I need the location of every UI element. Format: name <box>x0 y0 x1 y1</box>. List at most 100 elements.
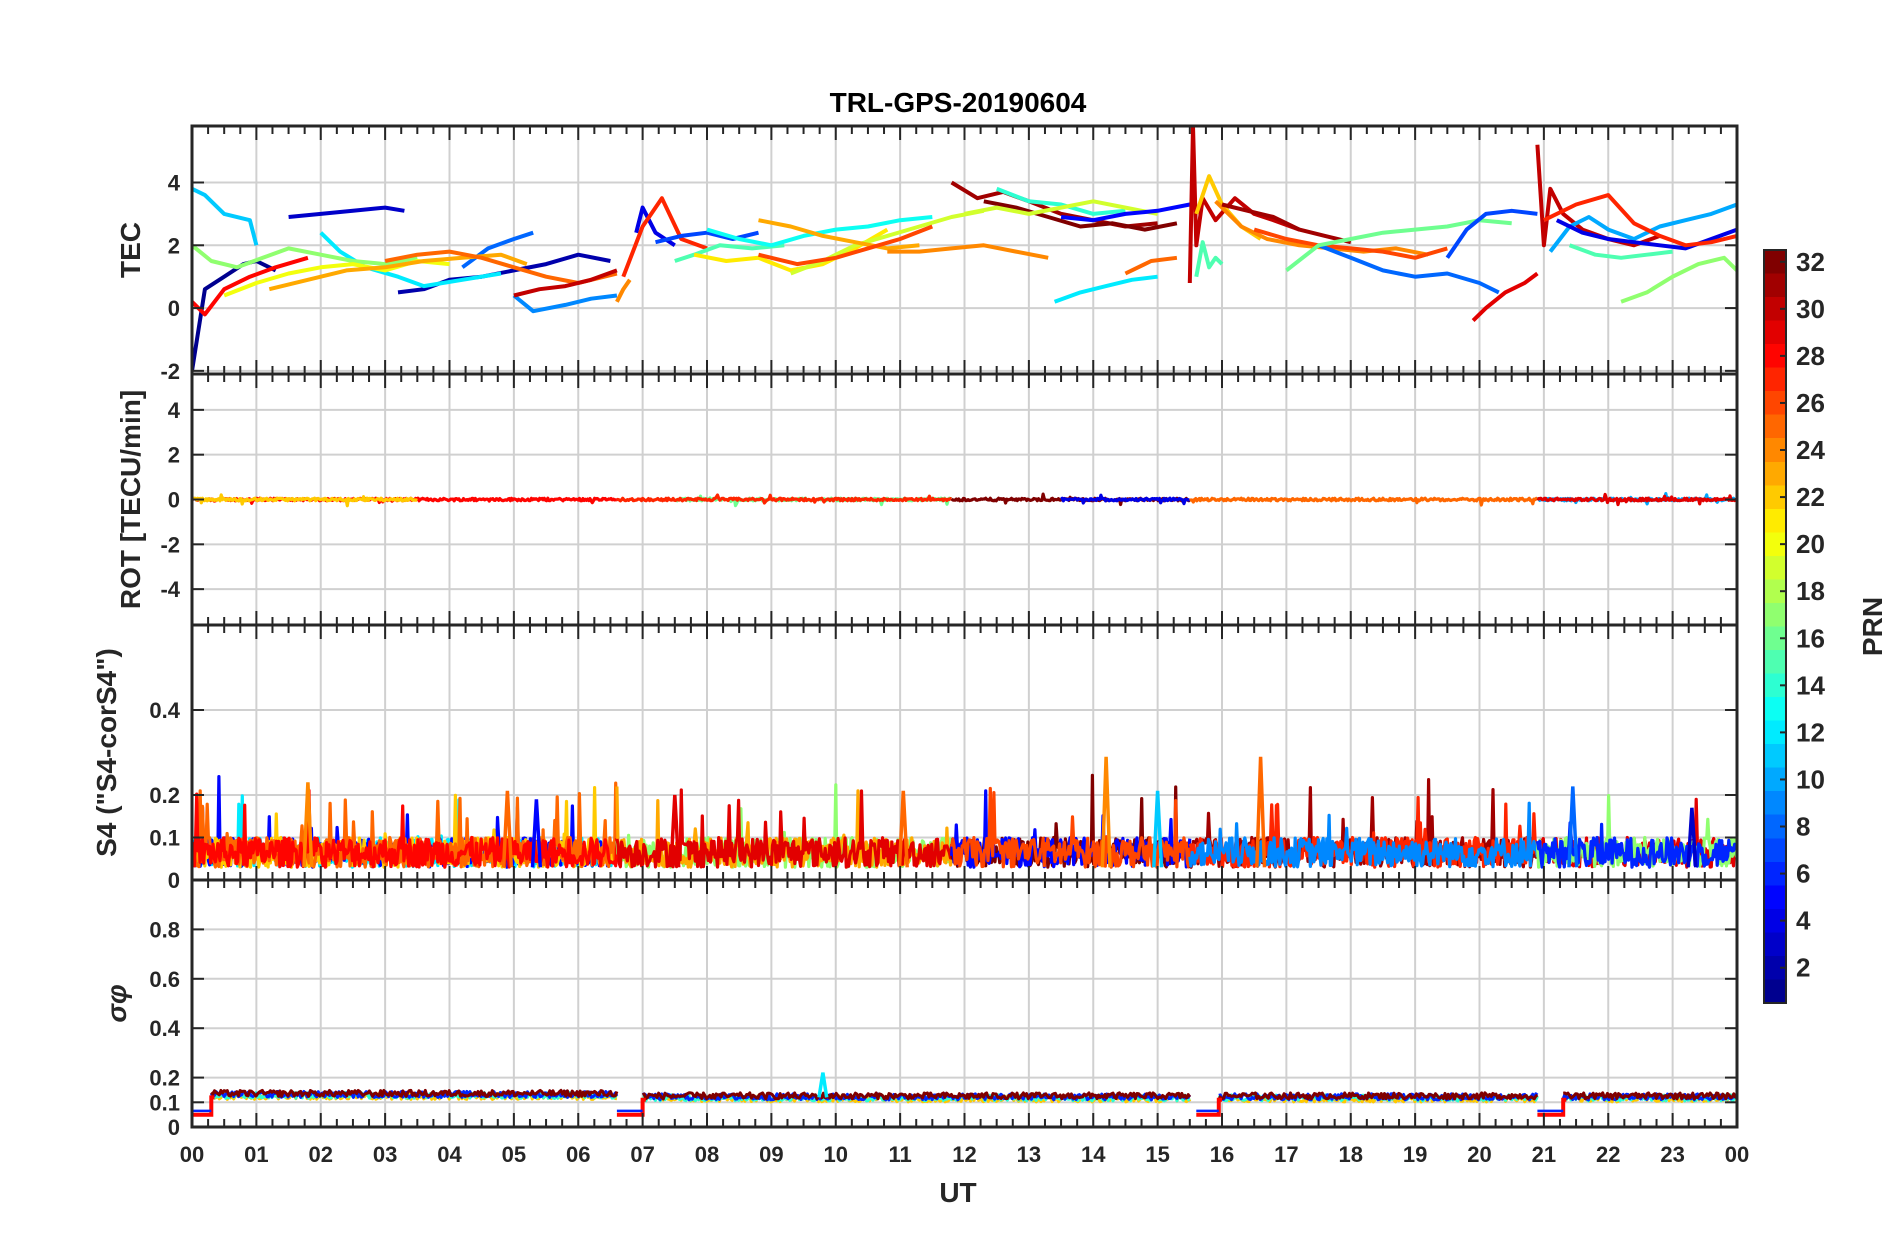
y-tick-label: 0.1 <box>149 1090 180 1115</box>
y-tick-label: 0.4 <box>149 698 180 723</box>
tec-series-prn-14 <box>995 186 1126 216</box>
x-tick-label: 10 <box>824 1142 848 1167</box>
rot-series-prn-29 <box>1536 492 1737 507</box>
y-tick-label: 0.6 <box>149 967 180 992</box>
colorbar-tick-label: 16 <box>1796 623 1825 653</box>
s4-spike-prn-24 <box>302 782 314 868</box>
tec-series-prn-7 <box>1445 208 1538 259</box>
y-tick-label: -2 <box>160 359 180 384</box>
panel-data <box>192 126 1737 372</box>
colorbar-tick-label: 2 <box>1796 953 1810 983</box>
tec-series-prn-30 <box>513 268 618 298</box>
rot-series-prn-27 <box>616 493 953 505</box>
x-tick-label: 02 <box>309 1142 333 1167</box>
panel-tec: -2 0 2 4 TEC <box>115 124 1739 384</box>
colorbar-tick-label: 18 <box>1796 576 1825 606</box>
x-tick-label: 00 <box>180 1142 204 1167</box>
sigma-series-block-2 <box>1218 1091 1539 1101</box>
s4-spike-prn-8 <box>1567 786 1579 868</box>
tec-series-prn-29 <box>1471 271 1539 323</box>
sigma-step-block-0 <box>192 1095 215 1117</box>
s4-spike-prn-11 <box>1152 790 1164 868</box>
panel-data <box>192 1072 1737 1117</box>
x-tick-label: 00 <box>1725 1142 1749 1167</box>
colorbar-tick-label: 28 <box>1796 341 1825 371</box>
tec-series-prn-24 <box>887 243 1049 260</box>
tec-series-prn-17 <box>1620 255 1737 304</box>
colorbar-bar <box>1763 249 1787 1004</box>
x-tick-label: 07 <box>630 1142 654 1167</box>
s4-spike-prn-5 <box>530 799 543 868</box>
x-tick-labels: 00 01 02 03 04 05 06 07 08 09 10 11 12 13 14 15 16 17 18 19… <box>180 1142 1749 1167</box>
y-axis-label: S4 ("S4-corS4") <box>91 648 122 857</box>
x-tick-label: 14 <box>1081 1142 1106 1167</box>
tec-series-prn-27 <box>621 196 708 278</box>
sigma_phi-spike-prn-12 <box>817 1072 829 1098</box>
tec-series-prn-19 <box>964 199 1158 216</box>
tec-series-prn-24 <box>615 278 632 303</box>
colorbar-label: PRN <box>1857 597 1888 656</box>
tec-series-prn-30 <box>1187 126 1300 284</box>
tec-series-prn-26 <box>1253 227 1448 260</box>
rot-series-prn-25 <box>1189 496 1539 507</box>
x-tick-label: 12 <box>952 1142 976 1167</box>
y-tick-label: 2 <box>168 443 180 468</box>
x-tick-label: 16 <box>1210 1142 1234 1167</box>
tec-series-prn-23 <box>758 218 920 251</box>
tec-series-prn-8 <box>1317 243 1500 295</box>
sigma-step-block-2 <box>1196 1097 1222 1117</box>
x-tick-label: 08 <box>695 1142 719 1167</box>
colorbar-tick-label: 20 <box>1796 529 1825 559</box>
y-tick-label: 2 <box>168 233 180 258</box>
y-axis-label: ROT [TECU/min] <box>115 390 146 609</box>
x-tick-label: 21 <box>1532 1142 1556 1167</box>
x-tick-label: 09 <box>759 1142 783 1167</box>
tec-series-prn-10 <box>1548 202 1737 253</box>
panel-ticks: 00.10.2 0.4 0.6 0.8 <box>149 880 1738 1140</box>
x-tick-label: 11 <box>888 1142 911 1167</box>
tec-series-prn-15 <box>674 243 785 263</box>
colorbar-tick-label: 8 <box>1796 812 1810 842</box>
sigma-series-block-0 <box>210 1088 619 1098</box>
x-tick-label: 05 <box>502 1142 526 1167</box>
rot-series-prn-4 <box>1060 493 1191 506</box>
tec-series-prn-9 <box>512 293 618 314</box>
rot-series-prn-22 <box>192 493 418 508</box>
s4-spike-prn-25 <box>501 790 514 868</box>
y-tick-label: 0.8 <box>149 917 180 942</box>
sigma-series-block-1 <box>641 1091 1192 1101</box>
tec-series-prn-27 <box>1543 193 1737 248</box>
tec-series-prn-15 <box>1568 243 1673 260</box>
tec-series-prn-5 <box>1060 202 1191 223</box>
tec-series-prn-32 <box>983 199 1178 232</box>
y-tick-label: -2 <box>160 532 180 557</box>
tec-series-prn-15 <box>1194 240 1224 278</box>
y-axis-label: σφ <box>101 984 132 1022</box>
x-tick-label: 17 <box>1274 1142 1298 1167</box>
colorbar-tick-label: 32 <box>1796 247 1825 277</box>
y-tick-label: -4 <box>160 577 180 602</box>
s4-spike-prn-29 <box>669 794 681 868</box>
y-tick-label: 0 <box>168 868 180 893</box>
y-tick-label: 0.4 <box>149 1016 180 1041</box>
sigma-step-block-3 <box>1537 1097 1567 1117</box>
x-tick-label: 13 <box>1017 1142 1041 1167</box>
y-tick-label: 0.2 <box>149 783 180 808</box>
panel-ticks: -4 -2 0 2 4 <box>160 374 1738 625</box>
x-tick-label: 20 <box>1467 1142 1491 1167</box>
x-tick-label: 15 <box>1145 1142 1169 1167</box>
panel-rot: -4 -2 0 2 4 ROT [TECU/min] <box>115 372 1739 627</box>
x-tick-label: 03 <box>373 1142 397 1167</box>
x-tick-label: 01 <box>244 1142 268 1167</box>
tec-series-prn-17 <box>192 243 418 270</box>
tec-series-prn-25 <box>1124 255 1178 276</box>
tec-series-prn-12 <box>319 231 502 289</box>
y-tick-label: 4 <box>168 171 181 196</box>
tec-series-prn-23 <box>268 252 528 292</box>
colorbar-tick-label: 30 <box>1796 294 1825 324</box>
y-tick-label: 0 <box>168 488 180 513</box>
